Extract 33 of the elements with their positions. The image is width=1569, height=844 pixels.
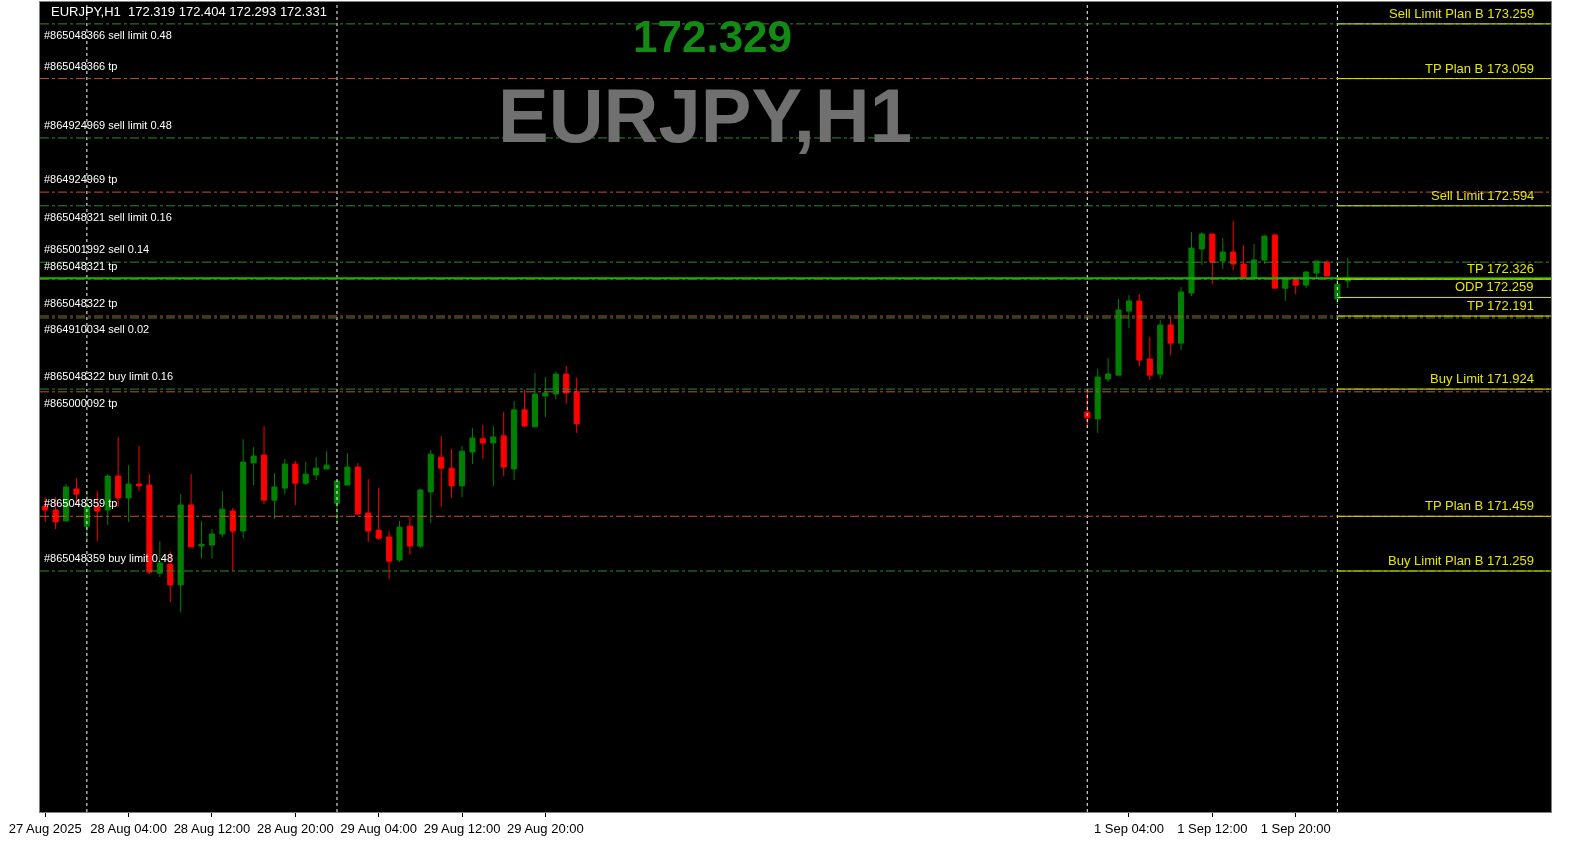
ref-line-label: #865001992 sell 0.14 [44,243,150,255]
x-tick-label: 1 Sep 04:00 [1093,820,1165,836]
ref-line-label: Sell Limit 172.594 [1431,188,1535,203]
ref-line-label: #865048322 buy limit 0.16 [44,370,174,382]
ref-line-label: Buy Limit 171.924 [1430,371,1535,386]
ref-line-label: #865048322 tp [44,297,118,309]
ref-line-label: Sell Limit Plan B 173.259 [1389,6,1535,21]
ref-line-label: ODP 172.259 [1455,279,1534,294]
ref-line-label: #865048321 sell limit 0.16 [44,211,172,223]
x-tick-label: 1 Sep 12:00 [1177,820,1248,836]
ref-line-label: TP Plan B 171.459 [1425,498,1534,513]
ref-line-label: #864924969 sell limit 0.48 [44,119,172,131]
ref-line-label: #865048321 tp [44,260,118,272]
ref-line-label: #865048366 sell limit 0.48 [44,29,172,41]
x-tick-label: 1 Sep 20:00 [1260,820,1331,836]
x-tick-label: 29 Aug 12:00 [423,820,501,836]
text: EURJPY,H1 [498,73,912,158]
ref-line-label: TP 172.326 [1467,261,1534,276]
ref-line-label: #865048366 tp [44,60,118,72]
x-tick-label: 29 Aug 04:00 [340,820,417,836]
x-tick-label: 28 Aug 20:00 [256,820,334,836]
ref-line-label: #865000092 tp [44,397,118,409]
ref-line-label: TP 172.191 [1467,298,1534,313]
ref-line-label: #864910034 sell 0.02 [44,323,150,335]
ref-line-label: #864924969 tp [44,173,118,185]
x-tick-label: 28 Aug 04:00 [90,820,167,836]
annotation: EURJPY,H1 172.319 172.404 172.293 172.331 [51,4,327,19]
x-tick-label: 29 Aug 20:00 [507,820,584,836]
ref-line-label: TP Plan B 173.059 [1425,61,1534,76]
x-tick-label: 27 Aug 2025 [8,820,82,836]
x-tick-label: 28 Aug 12:00 [173,820,251,836]
chart-subtitle: 172.329 [633,12,793,61]
ref-line-label: Buy Limit Plan B 171.259 [1388,553,1534,568]
